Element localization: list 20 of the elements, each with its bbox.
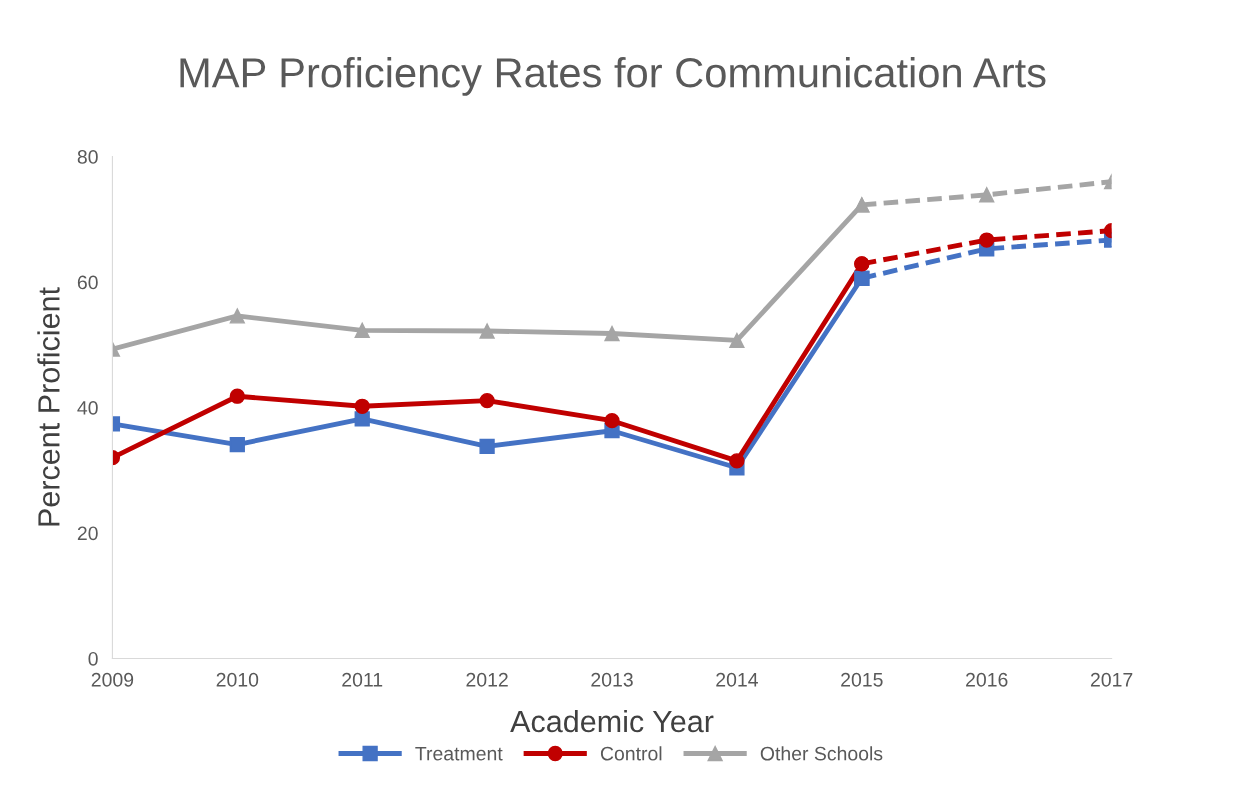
x-tick-label: 2013 — [591, 672, 633, 687]
y-tick-label: 40 — [77, 400, 98, 415]
legend-label: Control — [600, 746, 662, 761]
y-tick-label: 0 — [88, 651, 98, 666]
x-tick-label: 2009 — [91, 672, 134, 687]
x-tick-label: 2011 — [342, 672, 383, 687]
chart-title: MAP Proficiency Rates for Communication Arts — [180, 56, 1046, 96]
x-tick-label: 2014 — [716, 672, 758, 687]
legend-label: Other Schools — [760, 746, 883, 761]
y-tick-label: 60 — [77, 275, 98, 290]
x-tick-label: 2017 — [1090, 672, 1133, 687]
y-tick-label: 20 — [77, 526, 98, 541]
y-axis-title: Percent Proficient — [37, 287, 60, 526]
x-axis-title: Academic Year — [510, 709, 714, 733]
x-tick-label: 2016 — [966, 672, 1008, 687]
x-tick-label: 2015 — [841, 672, 883, 687]
x-tick-label: 2012 — [466, 672, 508, 687]
y-tick-label: 80 — [77, 150, 98, 164]
legend-label: Treatment — [415, 746, 503, 761]
x-tick-label: 2010 — [216, 672, 259, 687]
